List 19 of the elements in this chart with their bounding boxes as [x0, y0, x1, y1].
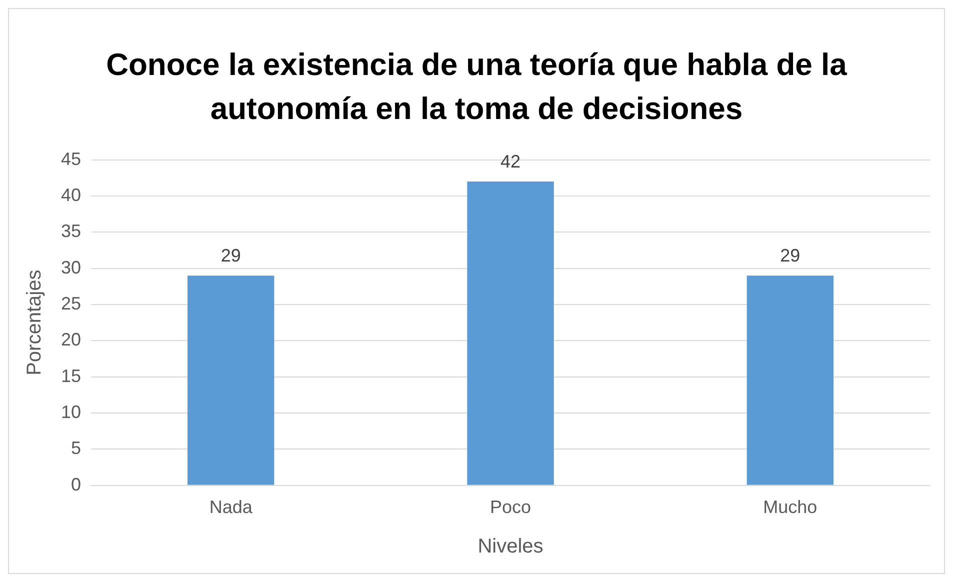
x-tick-label: Poco	[490, 497, 532, 518]
chart-title: Conoce la existencia de una teoría que habla de la autonomía en la toma de decisiones	[105, 46, 848, 128]
y-tick-label: 40	[60, 184, 82, 205]
y-tick-label: 35	[60, 221, 82, 242]
data-label: 42	[500, 151, 521, 172]
x-tick-label: Nada	[209, 497, 254, 518]
data-label: 29	[220, 246, 241, 266]
y-tick-label: 30	[60, 257, 82, 278]
data-label: 29	[780, 246, 800, 266]
y-tick-label: 45	[60, 148, 82, 169]
y-axis-title: Porcentajes	[24, 270, 46, 376]
y-tick-label: 15	[60, 366, 82, 386]
x-axis-title: Niveles	[478, 536, 544, 558]
y-tick-label: 0	[71, 474, 82, 494]
x-tick-label: Mucho	[763, 497, 818, 518]
y-tick-label: 10	[60, 402, 82, 422]
y-tick-label: 25	[60, 293, 82, 314]
y-tick-label: 5	[71, 438, 82, 458]
y-tick-label: 20	[60, 330, 82, 350]
